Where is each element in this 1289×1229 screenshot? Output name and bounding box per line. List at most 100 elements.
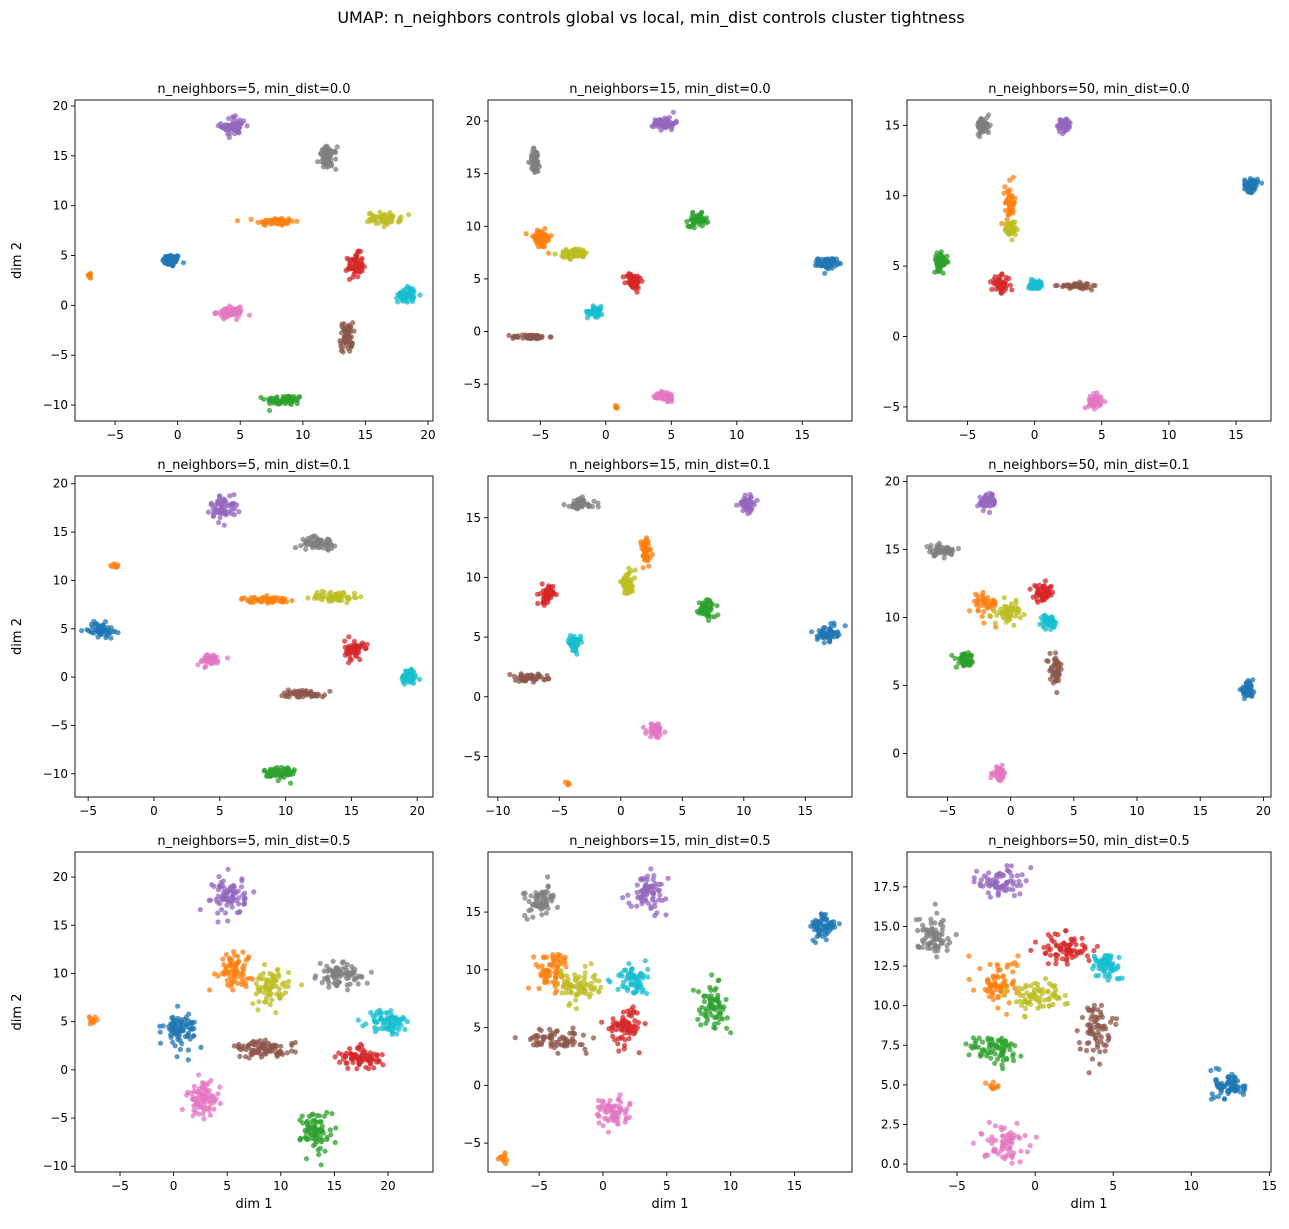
scatter-point-c7 <box>610 1112 616 1119</box>
scatter-point-c6 <box>528 675 534 681</box>
axes-frame <box>906 475 1272 798</box>
scatter-point-c9 <box>312 595 318 601</box>
scatter-point-c4 <box>549 590 555 596</box>
scatter-point-c0 <box>166 1023 172 1030</box>
scatter-point-c6 <box>555 1050 561 1056</box>
scatter-point-c4 <box>356 1061 362 1068</box>
scatter-point-c4 <box>613 1027 620 1033</box>
scatter-point-c7 <box>596 1097 602 1104</box>
scatter-point-c1 <box>975 593 981 599</box>
scatter-point-c5 <box>227 493 233 499</box>
scatter-point-c3 <box>695 1016 701 1023</box>
x-tick-label: 10 <box>295 428 310 442</box>
scatter-point-c5 <box>217 514 223 521</box>
scatter-point-c1 <box>541 955 547 961</box>
scatter-point-c0 <box>1248 683 1254 689</box>
scatter-point-c6 <box>274 1052 280 1058</box>
scatter-point-c5 <box>642 898 648 904</box>
scatter-point-c9 <box>276 974 282 980</box>
scatter-point-c2 <box>949 652 955 658</box>
scatter-point-c7 <box>214 660 221 666</box>
scatter-point-c6 <box>506 332 512 338</box>
scatter-point-c10 <box>642 958 648 964</box>
scatter-point-c4 <box>364 641 370 648</box>
scatter-point-c8 <box>335 970 341 976</box>
scatter-point-c7 <box>664 393 671 399</box>
scatter-point-c10 <box>373 1020 379 1026</box>
scatter-point-c3 <box>1041 590 1047 596</box>
scatter-point-c4 <box>355 1044 361 1051</box>
scatter-point-c4 <box>351 271 357 277</box>
scatter-point-c6 <box>312 691 318 697</box>
scatter-point-c3 <box>312 1141 318 1147</box>
scatter-point-c9 <box>260 970 266 976</box>
scatter-point-c7 <box>948 552 955 558</box>
scatter-point-c8 <box>545 874 551 880</box>
x-tick-label: 20 <box>380 1179 395 1193</box>
scatter-point-c6 <box>254 1039 260 1045</box>
scatter-point-c7 <box>211 1106 217 1112</box>
scatter-point-c1 <box>223 952 229 958</box>
scatter-point-c7 <box>224 655 231 661</box>
y-tick-label: 5 <box>60 249 68 263</box>
x-tick-label: 0 <box>617 804 625 818</box>
scatter-point-c7 <box>977 122 983 128</box>
scatter-point-c1 <box>550 957 556 963</box>
x-tick-label: −5 <box>959 428 977 442</box>
scatter-point-c3 <box>717 1015 723 1022</box>
scatter-point-c1 <box>966 608 973 614</box>
scatter-point-c6 <box>523 677 529 683</box>
scatter-point-c4 <box>622 280 628 286</box>
scatter-point-c1 <box>531 954 537 960</box>
scatter-point-c7 <box>950 548 956 554</box>
scatter-point-c9 <box>264 979 270 985</box>
scatter-point-c9 <box>596 988 602 994</box>
scatter-point-c6 <box>554 1042 560 1048</box>
x-tick-label: 20 <box>420 428 435 442</box>
scatter-point-c1 <box>646 563 652 569</box>
scatter-point-c8 <box>351 977 357 983</box>
x-axis-label: dim 1 <box>236 1197 273 1212</box>
scatter-point-c2 <box>502 1154 508 1160</box>
axes-frame <box>487 851 853 1173</box>
scatter-point-c2 <box>565 782 571 788</box>
scatter-point-c1 <box>247 975 253 981</box>
scatter-point-c4 <box>339 1052 345 1058</box>
scatter-point-c9 <box>253 980 259 987</box>
scatter-point-c3 <box>717 1005 723 1011</box>
scatter-point-c3 <box>707 1002 713 1009</box>
scatter-point-c8 <box>531 902 537 908</box>
scatter-point-c9 <box>381 212 387 219</box>
y-tick-label: 20 <box>466 114 481 128</box>
scatter-point-c6 <box>289 1040 295 1047</box>
scatter-point-c0 <box>103 635 109 641</box>
scatter-point-c10 <box>596 306 602 312</box>
scatter-point-c7 <box>653 732 659 738</box>
scatter-point-c9 <box>1038 614 1044 621</box>
scatter-point-c5 <box>215 123 221 129</box>
scatter-point-c7 <box>195 1089 201 1095</box>
scatter-point-c1 <box>265 600 271 606</box>
scatter-point-c5 <box>655 123 661 130</box>
x-tick-label: −5 <box>111 1179 129 1193</box>
scatter-point-c1 <box>644 557 650 563</box>
scatter-point-c3 <box>278 764 284 771</box>
scatter-point-c9 <box>256 987 262 993</box>
scatter-point-c6 <box>285 687 291 693</box>
scatter-point-c4 <box>360 642 366 648</box>
scatter-point-c3 <box>328 1132 334 1138</box>
scatter-point-c3 <box>708 606 714 612</box>
scatter-point-c3 <box>316 1151 322 1158</box>
scatter-point-c6 <box>532 677 538 683</box>
scatter-point-c3 <box>698 1022 704 1028</box>
scatter-point-c8 <box>539 902 545 908</box>
scatter-point-c5 <box>229 904 235 910</box>
scatter-point-c1 <box>535 235 541 241</box>
scatter-point-c4 <box>356 269 362 275</box>
scatter-point-c3 <box>724 1025 730 1031</box>
y-tick-label: 0 <box>892 330 900 344</box>
scatter-point-c4 <box>363 1053 369 1059</box>
scatter-point-c5 <box>634 889 640 896</box>
scatter-point-c0 <box>822 911 829 918</box>
scatter-point-c9 <box>574 252 580 258</box>
